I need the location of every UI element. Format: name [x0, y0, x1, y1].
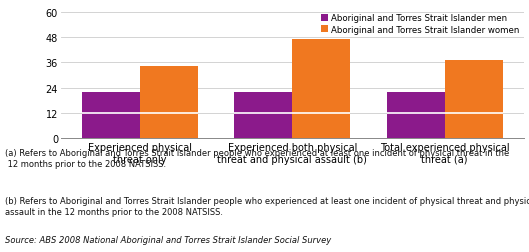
Bar — [387, 92, 445, 139]
Bar — [293, 40, 350, 139]
Text: (a) Refers to Aboriginal and Torres Strait Islander people who experienced at le: (a) Refers to Aboriginal and Torres Stra… — [5, 149, 509, 169]
Legend: Aboriginal and Torres Strait Islander men, Aboriginal and Torres Strait Islander: Aboriginal and Torres Strait Islander me… — [321, 14, 519, 35]
Bar — [82, 92, 140, 139]
Text: Source: ABS 2008 National Aboriginal and Torres Strait Islander Social Survey: Source: ABS 2008 National Aboriginal and… — [5, 235, 332, 244]
Bar — [234, 92, 293, 139]
Bar — [445, 61, 503, 139]
Bar — [140, 67, 198, 139]
Text: (b) Refers to Aboriginal and Torres Strait Islander people who experienced at le: (b) Refers to Aboriginal and Torres Stra… — [5, 197, 529, 216]
